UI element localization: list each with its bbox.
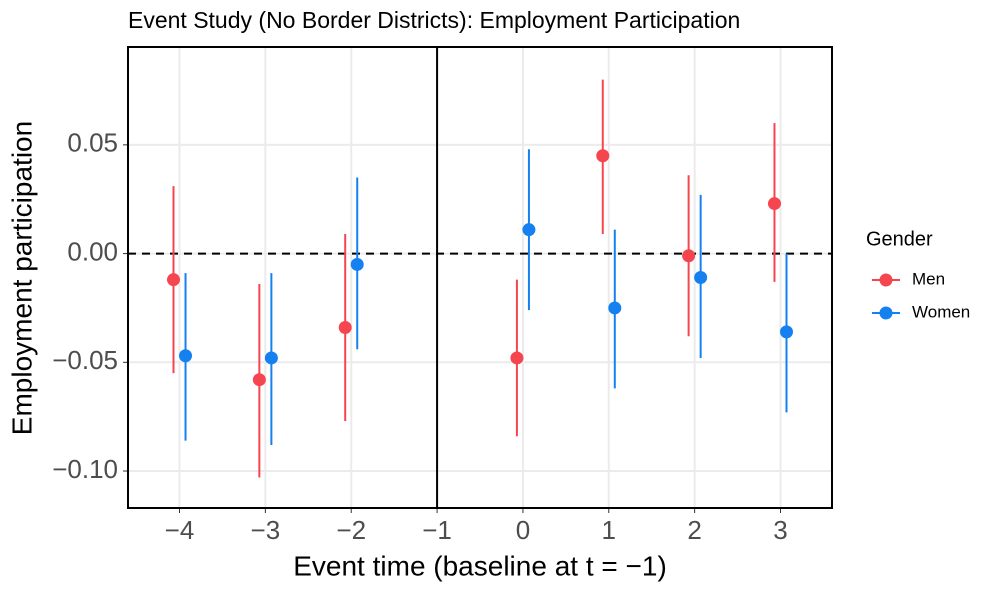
x-tick-label: 1 <box>602 515 616 545</box>
y-tick-label: −0.10 <box>52 454 118 484</box>
x-tick-label: −3 <box>251 515 281 545</box>
y-tick-label: 0.00 <box>67 236 118 266</box>
chart-title: Event Study (No Border Districts): Emplo… <box>128 7 740 33</box>
point <box>264 351 278 365</box>
y-tick-label: 0.05 <box>67 128 118 158</box>
point <box>350 257 364 271</box>
x-tick-label: 2 <box>687 515 701 545</box>
point <box>179 349 193 363</box>
y-tick-label: −0.05 <box>52 345 118 375</box>
legend-key <box>879 306 893 320</box>
x-tick-label: 0 <box>516 515 530 545</box>
point <box>522 223 536 237</box>
x-tick-label: −1 <box>422 515 452 545</box>
point <box>608 301 622 315</box>
legend-label: Men <box>912 269 945 288</box>
point <box>167 273 181 287</box>
x-tick-label: −4 <box>165 515 195 545</box>
point <box>338 321 352 335</box>
point <box>252 373 266 387</box>
x-tick-label: 3 <box>773 515 787 545</box>
point <box>767 197 781 211</box>
legend-key <box>879 273 893 287</box>
x-tick-label: −2 <box>336 515 366 545</box>
x-axis-title: Event time (baseline at t = −1) <box>293 550 667 581</box>
point <box>694 271 708 284</box>
y-axis-title: Employment participation <box>6 121 37 435</box>
point <box>682 249 696 263</box>
point <box>510 351 524 365</box>
legend-title: Gender <box>866 228 933 250</box>
point <box>779 325 793 339</box>
legend-label: Women <box>912 302 970 321</box>
plot-border <box>127 46 833 509</box>
point <box>596 149 610 163</box>
